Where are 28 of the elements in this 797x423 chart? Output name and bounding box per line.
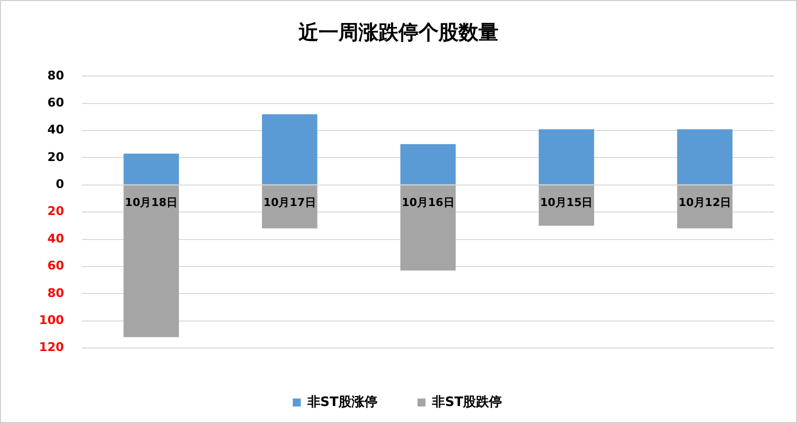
legend-label: 非ST股跌停 xyxy=(431,394,502,410)
y-tick-label: 0 xyxy=(56,177,64,192)
y-tick-label: 20 xyxy=(47,150,64,164)
y-tick-label: 80 xyxy=(47,68,64,82)
bar xyxy=(677,129,732,184)
y-tick-label: 40 xyxy=(47,122,64,137)
x-tick-label: 10月17日 xyxy=(263,196,316,209)
bar xyxy=(124,185,179,338)
x-tick-label: 10月15日 xyxy=(540,196,593,209)
y-tick-label: 60 xyxy=(47,258,64,273)
bar xyxy=(400,144,456,184)
bar xyxy=(124,154,179,184)
x-tick-label: 10月18日 xyxy=(124,196,178,209)
bar xyxy=(538,129,594,184)
y-tick-label: 40 xyxy=(47,231,64,246)
bar xyxy=(262,114,318,184)
y-tick-label: 60 xyxy=(47,96,64,110)
y-tick-label: 100 xyxy=(38,312,64,327)
legend-label: 非ST股涨停 xyxy=(306,394,378,410)
chart-title: 近一周涨跌停个股数量 xyxy=(298,19,500,46)
x-tick-label: 10月12日 xyxy=(678,196,732,209)
bar xyxy=(400,185,456,271)
bar xyxy=(262,185,318,228)
y-tick-label: 20 xyxy=(47,204,64,218)
bar xyxy=(677,185,732,228)
y-tick-label: 120 xyxy=(38,340,64,354)
y-tick-label: 80 xyxy=(47,286,64,300)
x-tick-label: 10月16日 xyxy=(402,196,454,209)
